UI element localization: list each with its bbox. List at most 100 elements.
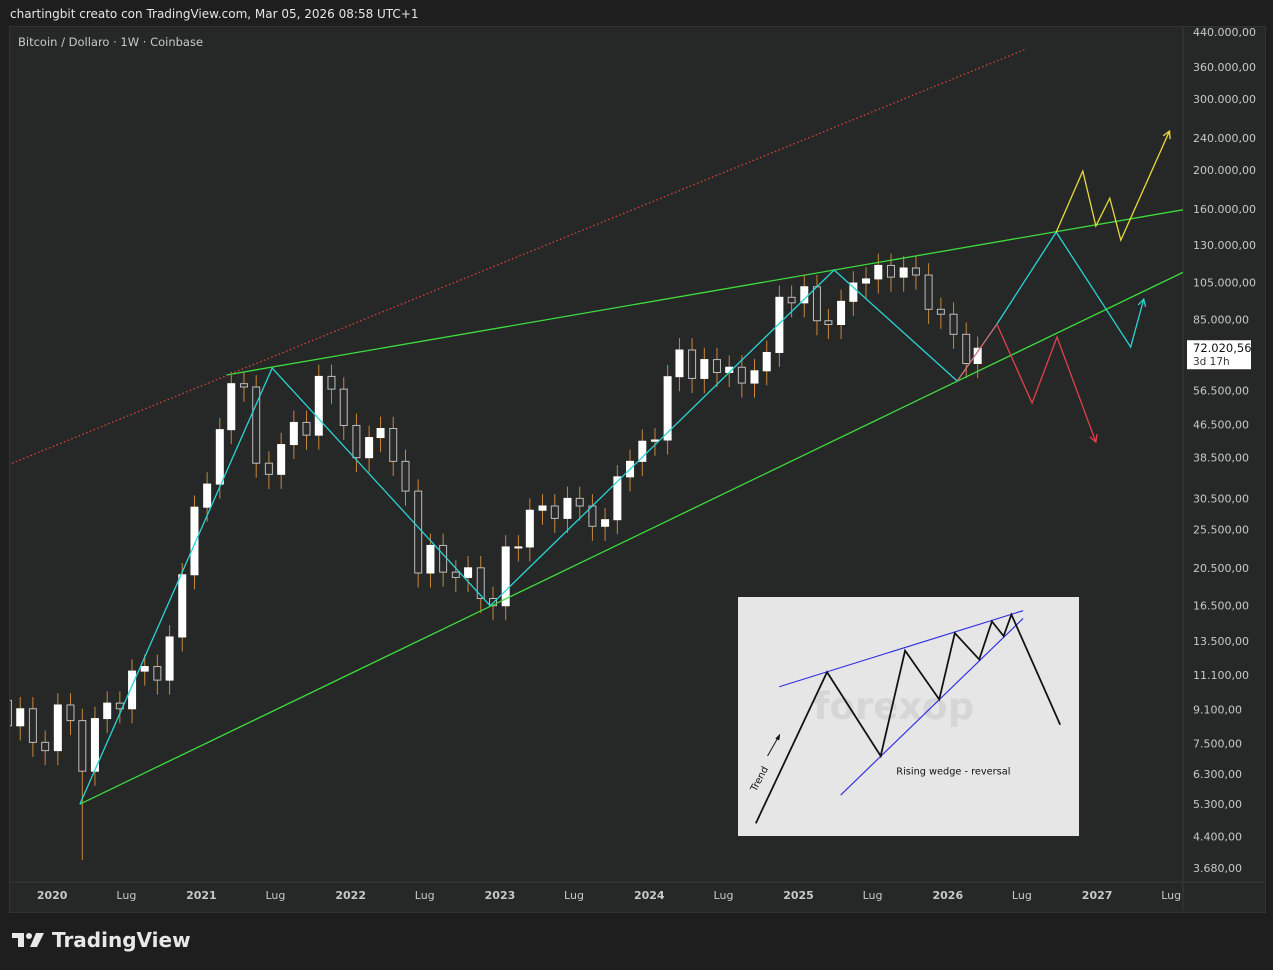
candle — [227, 371, 236, 445]
candle — [688, 338, 697, 393]
time-tick-label: Lug — [863, 889, 883, 902]
candle-body — [501, 546, 510, 607]
candle-body — [824, 320, 833, 326]
symbol-title: Bitcoin / Dollaro · 1W · Coinbase — [18, 35, 204, 49]
candle — [414, 479, 423, 588]
candle-body — [16, 708, 25, 727]
candle-body — [911, 267, 920, 276]
cyan-projection-arrowhead-icon — [1137, 297, 1147, 308]
candle-body — [464, 567, 473, 578]
candle — [302, 410, 311, 450]
candle-body — [650, 439, 659, 442]
time-tick-label: 2023 — [485, 889, 516, 902]
candle-body — [10, 699, 12, 727]
rising-wedge-inset: forexop Trend Rising wedge - reversal — [738, 597, 1079, 836]
candle — [178, 562, 187, 652]
candle-body — [289, 421, 298, 446]
candle-body — [239, 383, 248, 388]
time-tick-label: 2021 — [186, 889, 217, 902]
candle-body — [514, 546, 523, 549]
candle-body — [426, 544, 435, 574]
candle — [339, 377, 348, 441]
candle-body — [949, 313, 958, 335]
candle — [700, 347, 709, 393]
inset-watermark: forexop — [813, 685, 974, 728]
candle-body — [663, 376, 672, 441]
time-tick-label: 2022 — [335, 889, 366, 902]
candle — [899, 256, 908, 292]
candle — [289, 410, 298, 460]
price-tick-label: 20.500,00 — [1193, 562, 1249, 575]
price-tick-label: 56.500,00 — [1193, 385, 1249, 398]
candle — [936, 297, 945, 329]
candle — [626, 449, 635, 492]
candle-body — [252, 386, 261, 464]
pink-segment — [956, 323, 998, 382]
time-tick-label: Lug — [265, 889, 285, 902]
candle-body — [874, 264, 883, 280]
price-tick-label: 3.680,00 — [1193, 862, 1242, 875]
candle — [663, 364, 672, 455]
candle-body — [327, 375, 336, 390]
price-tick-label: 13.500,00 — [1193, 635, 1249, 648]
price-tick-label: 440.000,00 — [1193, 26, 1256, 39]
candle-body — [837, 300, 846, 326]
candle — [550, 494, 559, 533]
candle — [78, 708, 87, 861]
candle — [575, 486, 584, 521]
yellow-projection-arrowhead-icon — [1162, 129, 1171, 140]
candle — [924, 263, 933, 324]
candle-body — [140, 666, 149, 672]
candle — [874, 253, 883, 294]
tradingview-logo[interactable]: TradingView — [12, 928, 191, 952]
cyan-zigzag — [79, 269, 958, 805]
price-tick-label: 300.000,00 — [1193, 93, 1256, 106]
candle-body — [688, 349, 697, 379]
candle-body — [215, 429, 224, 485]
candle — [563, 486, 572, 533]
last-price-value: 72.020,56 — [1193, 341, 1252, 355]
candle — [762, 340, 771, 386]
candle — [252, 375, 261, 478]
bar-countdown: 3d 17h — [1193, 356, 1230, 368]
candle-body — [203, 483, 212, 508]
candle — [41, 730, 50, 766]
candle — [401, 449, 410, 506]
candle-body — [762, 351, 771, 372]
time-tick-label: Lug — [564, 889, 584, 902]
candle-body — [66, 704, 75, 722]
time-tick-label: 2027 — [1082, 889, 1113, 902]
price-tick-label: 85.000,00 — [1193, 313, 1249, 326]
last-price-badge — [1187, 340, 1251, 370]
candle-body — [78, 720, 87, 772]
candle-body — [365, 437, 374, 459]
candle — [314, 364, 323, 450]
time-tick-label: Lug — [116, 889, 136, 902]
price-tick-label: 25.500,00 — [1193, 524, 1249, 537]
candle — [352, 413, 361, 473]
candle-body — [575, 497, 584, 507]
candle-body — [401, 460, 410, 492]
candle-body — [886, 264, 895, 278]
candle — [439, 533, 448, 587]
candle — [140, 654, 149, 686]
candle-body — [414, 490, 423, 574]
time-tick-label: Lug — [1161, 889, 1181, 902]
candle-body — [28, 708, 37, 743]
candle — [837, 289, 846, 340]
candle — [365, 425, 374, 473]
candle — [451, 560, 460, 593]
candle — [601, 507, 610, 541]
candle-body — [712, 359, 721, 373]
price-tick-label: 160.000,00 — [1193, 203, 1256, 216]
dotted-channel-line — [11, 48, 1027, 464]
time-tick-label: 2026 — [933, 889, 964, 902]
inset-caption: Rising wedge - reversal — [896, 767, 1010, 778]
candle — [775, 285, 784, 368]
candle — [16, 696, 25, 741]
candle-body — [525, 509, 534, 548]
time-tick-label: Lug — [1012, 889, 1032, 902]
candle — [264, 451, 273, 489]
candle-body — [41, 741, 50, 752]
